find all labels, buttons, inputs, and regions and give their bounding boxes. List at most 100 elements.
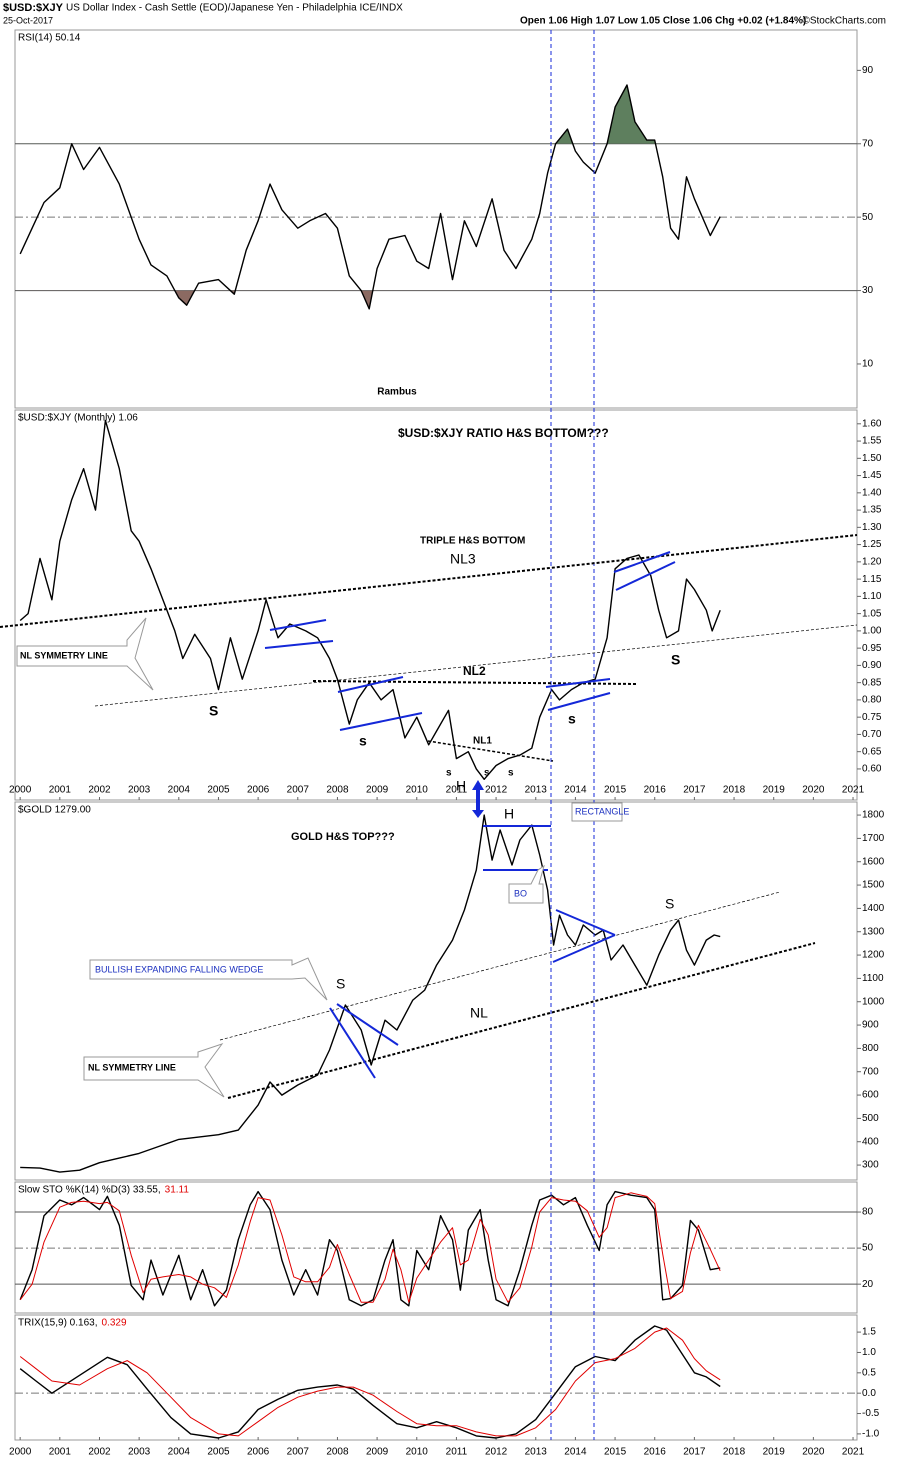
x-tick-label: 2005 (207, 1447, 230, 1458)
annotation: BULLISH EXPANDING FALLING WEDGE (95, 964, 263, 974)
pattern-line (329, 1007, 376, 1079)
y-tick-label: 80 (862, 1207, 874, 1218)
annotation: NL1 (473, 736, 492, 747)
annotation: NL SYMMETRY LINE (88, 1062, 176, 1072)
x-tick-label: 2000 (9, 1447, 32, 1458)
annotation: $USD:$XJY RATIO H&S BOTTOM??? (398, 426, 609, 440)
y-tick-label: 400 (862, 1136, 879, 1147)
pattern-line (336, 1003, 399, 1046)
arrow (472, 780, 484, 818)
annotation: TRIPLE H&S BOTTOM (420, 536, 525, 547)
annotation: s (508, 768, 514, 779)
x-tick-label: 2012 (485, 1447, 508, 1458)
x-tick-label: 2019 (763, 785, 786, 796)
annotations: Rambus $USD:$XJY RATIO H&S BOTTOM??? TRI… (0, 30, 858, 1440)
x-tick-label: 2006 (247, 785, 270, 796)
panel-frame (14, 409, 858, 801)
trend-line (227, 942, 816, 1099)
x-tick-label: 2003 (128, 1447, 151, 1458)
y-tick-label: 0.75 (862, 712, 882, 723)
annotation: s (568, 711, 576, 727)
legend-label: TRIX(15,9) 0.163, (18, 1318, 97, 1329)
pattern-line (545, 678, 611, 688)
pattern-line (615, 561, 676, 591)
y-tick-label: 1200 (862, 950, 885, 961)
y-tick-label: 1.25 (862, 539, 882, 550)
x-tick-label: 2006 (247, 1447, 270, 1458)
x-tick-label: 2019 (763, 1447, 786, 1458)
x-tick-label: 2015 (604, 785, 627, 796)
y-tick-label: 0.60 (862, 764, 882, 775)
y-tick-label: 70 (862, 138, 874, 149)
y-tick-label: 0.70 (862, 729, 882, 740)
y-tick-label: 1.35 (862, 505, 882, 516)
x-tick-label: 2013 (525, 785, 548, 796)
series-line (19, 1327, 721, 1437)
x-tick-label: 2013 (525, 1447, 548, 1458)
panel: 90 70 50 30 10 RSI(14) 50.14 (14, 29, 874, 409)
annotation: NL (470, 1005, 488, 1021)
y-tick-label: 600 (862, 1090, 879, 1101)
annotation: BO (514, 888, 527, 898)
annotation: s (446, 768, 452, 779)
pattern-line (547, 692, 611, 711)
x-tick-label: 2020 (802, 785, 825, 796)
annotation: Rambus (377, 387, 417, 398)
y-tick-label: 1100 (862, 973, 884, 984)
pattern-line (552, 934, 616, 963)
annotation: S (209, 703, 218, 719)
y-tick-label: 300 (862, 1160, 879, 1171)
y-tick-label: 0.80 (862, 695, 882, 706)
y-tick-label: 700 (862, 1066, 879, 1077)
series-line (19, 84, 721, 310)
overbought-fill (555, 85, 656, 144)
panel-frame (14, 1314, 858, 1441)
y-tick-label: 900 (862, 1020, 879, 1031)
y-tick-label: 500 (862, 1113, 879, 1124)
annotation: H (456, 778, 466, 794)
annotation: RECTANGLE (575, 806, 629, 816)
header-date: 25-Oct-2017 (3, 15, 53, 25)
pattern-line (337, 676, 404, 693)
y-tick-label: 10 (862, 359, 874, 370)
y-tick-label: 0.85 (862, 677, 882, 688)
copyright: ©StockCharts.com (802, 16, 886, 27)
legend-label: RSI(14) 50.14 (18, 33, 81, 44)
y-tick-label: 0.65 (862, 746, 882, 757)
trend-line (312, 680, 637, 685)
y-tick-label: 1.10 (862, 591, 882, 602)
y-tick-label: 800 (862, 1043, 879, 1054)
y-tick-label: 1.50 (862, 453, 882, 464)
series-line (19, 1325, 721, 1439)
series-line (19, 419, 721, 780)
panel: 1.60 1.55 1.50 1.45 1.40 1.35 1.30 1.25 1.20 1.15… (9, 409, 882, 801)
series-line (20, 814, 721, 1173)
symbol: $USD:$XJY (3, 2, 64, 14)
y-tick-label: 90 (862, 65, 874, 76)
x-tick-label: 2009 (366, 785, 389, 796)
header-quote: Open 1.06 High 1.07 Low 1.05 Close 1.06 … (520, 16, 806, 27)
annotation: NL SYMMETRY LINE (20, 650, 108, 660)
legend-label: $USD:$XJY (Monthly) 1.06 (18, 413, 138, 424)
panel: 1800 1700 1600 1500 1400 1300 1200 1100 1000 900 8… (14, 801, 885, 1181)
annotation: S (336, 976, 345, 992)
annotation: NL3 (450, 551, 476, 567)
series-line (19, 1190, 721, 1307)
y-tick-label: 1.0 (862, 1347, 876, 1358)
x-tick-label: 2017 (683, 1447, 706, 1458)
y-tick-label: 0.95 (862, 643, 882, 654)
y-tick-label: 1000 (862, 996, 885, 1007)
callout-box (89, 957, 328, 1001)
x-tick-label: 2017 (683, 785, 706, 796)
trend-line (427, 740, 554, 762)
y-tick-label: 50 (862, 1243, 874, 1254)
x-tick-label: 2011 (446, 1447, 468, 1458)
y-tick-label: 1700 (862, 833, 885, 844)
trend-line (94, 624, 858, 707)
panel-frame (14, 29, 858, 409)
x-tick-label: 2021 (842, 785, 865, 796)
y-tick-label: 20 (862, 1279, 874, 1290)
panel-frame (14, 801, 858, 1181)
panel-frame (14, 1181, 858, 1314)
